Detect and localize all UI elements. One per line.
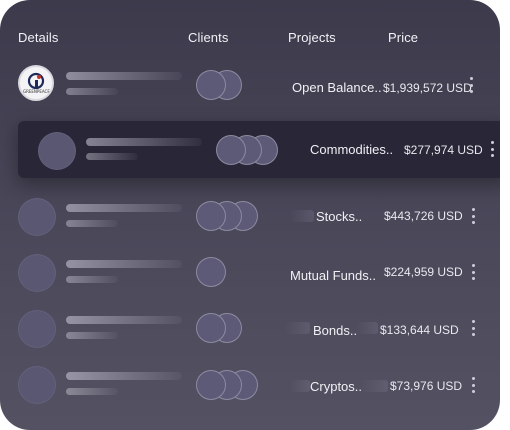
avatar	[38, 132, 76, 170]
client-avatar[interactable]	[196, 370, 226, 400]
company-logo: GREENPEACE	[18, 65, 54, 101]
name-placeholder	[66, 72, 182, 80]
price-value: $443,726 USD	[384, 209, 463, 223]
price-value: $277,974 USD	[404, 143, 483, 157]
avatar	[18, 198, 56, 236]
logo-mark-icon	[27, 72, 45, 90]
project-name: Commodities..	[310, 142, 394, 157]
project-name: Cryptos..	[310, 379, 363, 394]
price-value: $73,976 USD	[390, 379, 463, 393]
subtitle-placeholder	[66, 220, 118, 227]
name-placeholder	[66, 316, 182, 324]
subtitle-placeholder	[66, 388, 118, 395]
table-row[interactable]: Mutual Funds.. $224,959 USD	[0, 244, 500, 300]
subtitle-placeholder	[66, 276, 118, 283]
table-row[interactable]: Commodities.. $277,974 USD	[18, 121, 500, 177]
project-name: Bonds..	[313, 323, 358, 338]
name-placeholder	[66, 372, 182, 380]
more-options-icon[interactable]	[468, 264, 478, 280]
ghost-placeholder	[284, 322, 310, 334]
avatar	[18, 254, 56, 292]
subtitle-placeholder	[66, 332, 118, 339]
client-avatar[interactable]	[196, 313, 226, 343]
client-avatar[interactable]	[196, 257, 226, 287]
ghost-placeholder	[360, 380, 388, 392]
ghost-placeholder	[290, 210, 314, 222]
header-projects: Projects	[288, 30, 336, 45]
table-row[interactable]: Cryptos.. $73,976 USD	[0, 356, 500, 412]
price-value: $224,959 USD	[384, 265, 463, 279]
more-options-icon[interactable]	[466, 77, 476, 93]
project-name: Stocks..	[316, 209, 363, 224]
project-name: Open Balance..	[292, 80, 382, 95]
header-price: Price	[388, 30, 419, 45]
more-options-icon[interactable]	[468, 208, 478, 224]
name-placeholder	[66, 260, 182, 268]
table-row[interactable]: GREENPEACE Open Balance.. $1,939,572 USD	[0, 56, 500, 112]
price-value: $1,939,572 USD	[383, 81, 472, 95]
client-avatar[interactable]	[196, 201, 226, 231]
client-avatar[interactable]	[196, 70, 226, 100]
ghost-placeholder	[356, 322, 378, 334]
price-value: $133,644 USD	[380, 323, 459, 337]
header-details: Details	[18, 30, 59, 45]
subtitle-placeholder	[66, 88, 118, 95]
name-placeholder	[66, 204, 182, 212]
ghost-placeholder	[290, 380, 310, 392]
logo-text: GREENPEACE	[23, 89, 50, 94]
more-options-icon[interactable]	[487, 141, 497, 157]
more-options-icon[interactable]	[468, 320, 478, 336]
table-row[interactable]: Stocks.. $443,726 USD	[0, 188, 500, 244]
avatar	[18, 366, 56, 404]
table-row[interactable]: Bonds.. $133,644 USD	[0, 300, 500, 356]
client-avatar[interactable]	[216, 135, 246, 165]
subtitle-placeholder	[86, 153, 138, 160]
project-name: Mutual Funds..	[290, 268, 376, 283]
more-options-icon[interactable]	[468, 377, 478, 393]
avatar	[18, 310, 56, 348]
header-clients: Clients	[188, 30, 229, 45]
name-placeholder	[86, 138, 202, 146]
